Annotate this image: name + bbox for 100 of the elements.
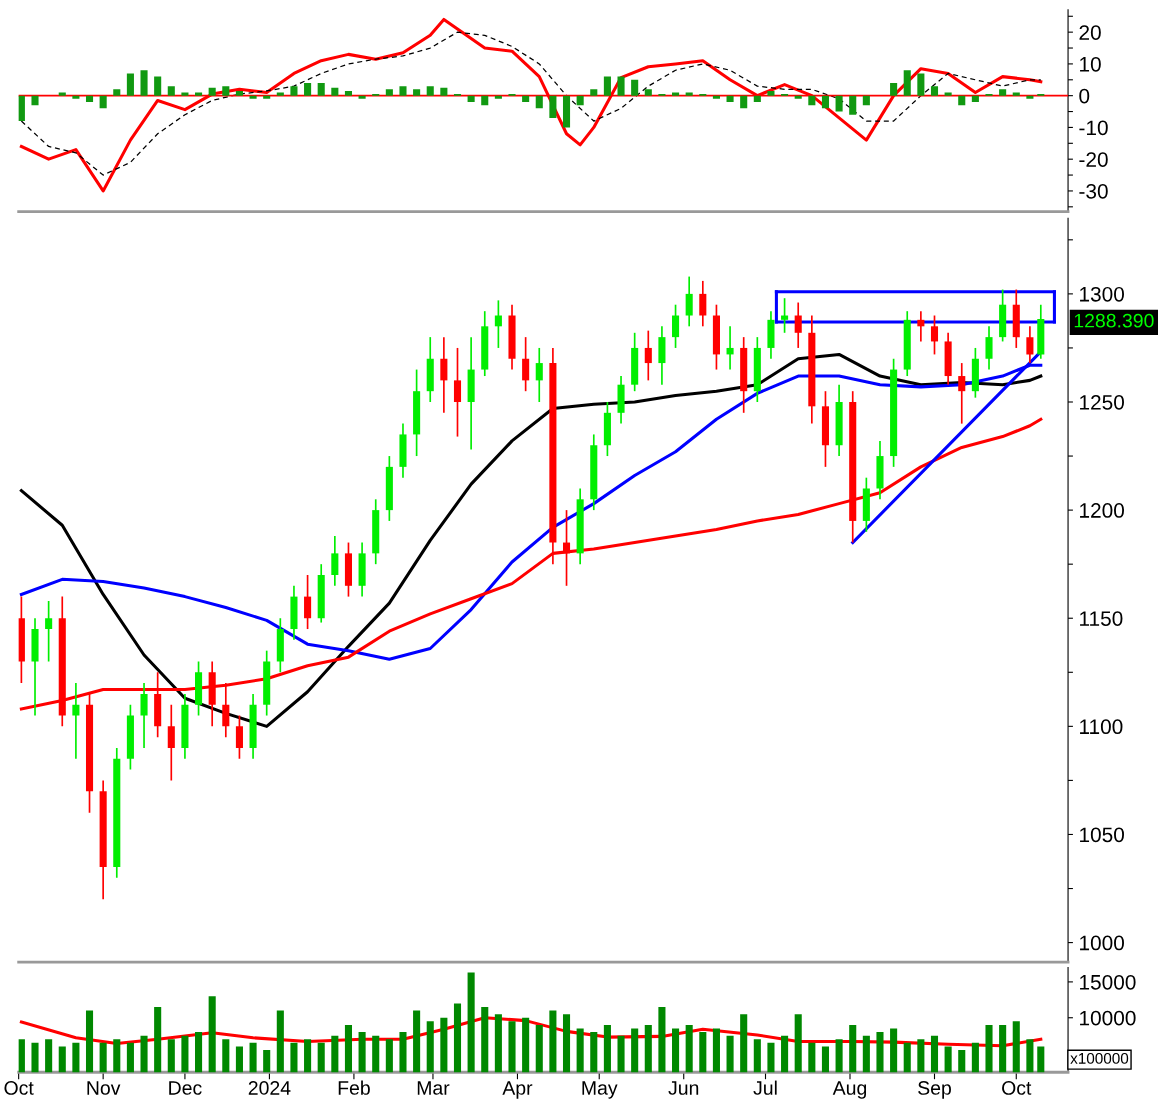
bar [167,86,175,96]
bar [399,86,407,96]
bar [481,95,489,106]
bar [290,86,298,96]
line-series [19,352,1043,728]
candlestick [1026,325,1034,364]
candlestick [72,682,80,760]
bar [944,92,952,96]
candlestick [167,703,175,782]
candlestick [726,325,734,371]
bar [426,86,434,96]
y-tick-label: 20 [1079,25,1101,40]
bar [1012,92,1020,96]
bar [181,92,189,96]
bar [344,90,353,96]
bar [208,87,216,96]
y-tick-label: -30 [1079,183,1108,199]
bar [535,95,543,109]
y-tick-label: 1100 [1080,719,1123,735]
bar [494,95,502,99]
text: 1288.390 [1074,313,1154,328]
bar [1026,95,1034,99]
candlestick [781,297,789,334]
bar [413,89,421,96]
bar [276,92,284,96]
y-tick-label: 10 [1080,56,1101,72]
bar [195,92,203,96]
bar [767,90,775,96]
y-tick-label: 1300 [1080,286,1124,302]
x-tick-label: Aug [832,1081,867,1099]
bar [99,95,107,109]
bar [72,95,80,99]
bar [672,92,680,96]
candlestick [644,329,652,382]
bar [263,95,271,99]
bar [222,86,230,96]
bar [440,87,448,96]
bar [522,95,530,103]
bar [999,89,1007,96]
y-tick-label: 15000 [1080,974,1136,990]
bar [304,82,312,96]
candlestick [535,347,543,403]
line-series [20,31,1042,176]
bar [726,95,734,103]
candlestick [562,509,571,587]
y-tick-label: 1000 [1080,935,1124,951]
bar [753,95,761,103]
bar [467,95,475,103]
bar [603,76,611,96]
bar [685,92,693,96]
candlestick [235,714,243,760]
candlestick [440,336,448,414]
candlestick [685,275,693,328]
y-tick-label: -10 [1079,120,1108,136]
candlestick [985,325,993,371]
y-tick-label: -20 [1079,152,1108,167]
bar [154,76,162,96]
x-tick-label: Jul [753,1080,777,1095]
bar [917,73,925,96]
x-tick-label: Dec [169,1081,202,1095]
y-tick-label: 0 [1079,88,1090,104]
candlestick [917,310,925,343]
candlestick [331,535,339,587]
candlestick [672,303,680,349]
bar [617,76,625,96]
y-tick-label: 1250 [1080,395,1124,410]
bar [590,89,598,96]
candlestick [522,336,530,393]
bar [821,95,830,109]
x-tick-label: Nov [87,1081,121,1095]
bar [576,95,584,106]
bar [85,95,94,103]
bar [644,89,652,96]
candlestick [453,347,462,438]
candlestick [304,574,312,630]
candlestick [494,299,502,349]
bar [385,89,393,96]
x-tick-label: Sep [918,1081,951,1099]
bar [740,95,748,109]
y-tick-label: 10000 [1080,1010,1136,1026]
candlestick [45,600,53,663]
y-tick-label: 1050 [1080,827,1124,843]
bar [18,95,25,122]
bar [903,70,911,96]
bar [958,95,966,106]
bar [794,95,802,99]
bar [890,82,898,96]
bar [712,95,720,99]
bar [126,73,134,96]
candlestick [794,301,802,349]
x-tick-label: Apr [502,1081,533,1099]
bar [930,86,939,96]
bar [113,89,121,96]
y-tick-label: 1200 [1080,503,1124,518]
bar [971,95,979,103]
bar [862,95,870,106]
bar [849,95,857,115]
x-tick-label: Oct [1002,1081,1032,1095]
bar [808,95,816,106]
bar [358,95,366,99]
